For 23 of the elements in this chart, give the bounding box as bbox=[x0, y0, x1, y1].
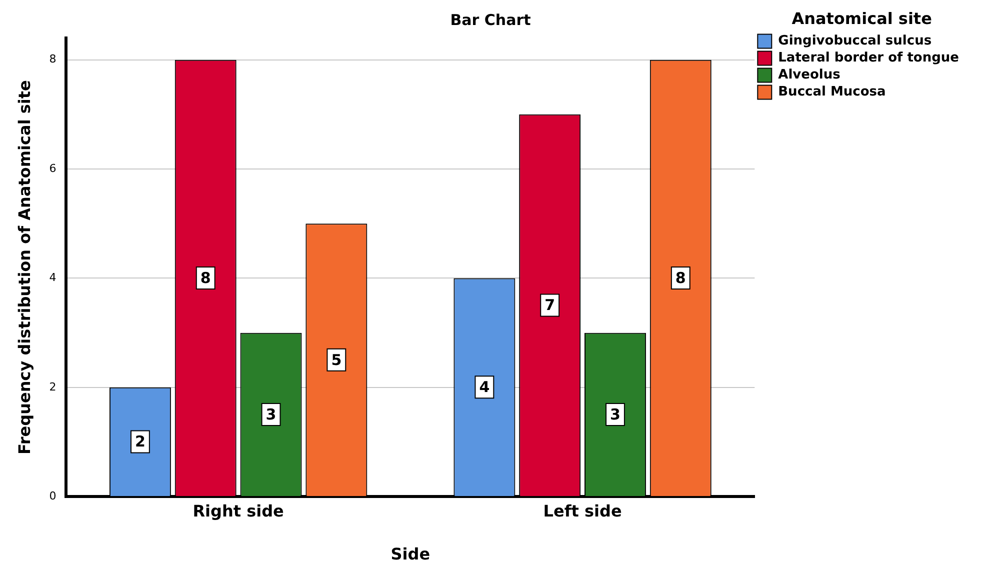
y-axis-title: Frequency distribution of Anatomical site bbox=[14, 80, 34, 454]
x-tick-label: Right side bbox=[192, 501, 284, 520]
legend-title: Anatomical site bbox=[792, 9, 932, 28]
y-tick-label: 2 bbox=[49, 380, 56, 394]
legend-label: Lateral border of tongue bbox=[778, 50, 960, 66]
y-tick-label: 4 bbox=[49, 271, 56, 284]
data-label: 5 bbox=[331, 350, 342, 369]
data-label: 3 bbox=[610, 405, 620, 424]
x-tick-label: Left side bbox=[543, 501, 622, 520]
data-label: 8 bbox=[200, 268, 211, 287]
data-label: 4 bbox=[479, 378, 490, 396]
y-tick-label: 8 bbox=[49, 52, 56, 66]
data-label: 8 bbox=[675, 268, 686, 287]
y-tick-label: 6 bbox=[49, 162, 56, 175]
x-axis-title: Side bbox=[390, 544, 430, 564]
legend-label: Buccal Mucosa bbox=[778, 84, 886, 100]
y-tick-label: 0 bbox=[49, 489, 56, 502]
data-label: 3 bbox=[266, 405, 276, 424]
legend-label: Alveolus bbox=[778, 68, 841, 83]
data-label: 2 bbox=[134, 432, 146, 451]
chart-title: Bar Chart bbox=[450, 10, 531, 29]
data-label: 7 bbox=[544, 296, 556, 314]
legend-label: Gingivobuccal sulcus bbox=[778, 34, 932, 49]
